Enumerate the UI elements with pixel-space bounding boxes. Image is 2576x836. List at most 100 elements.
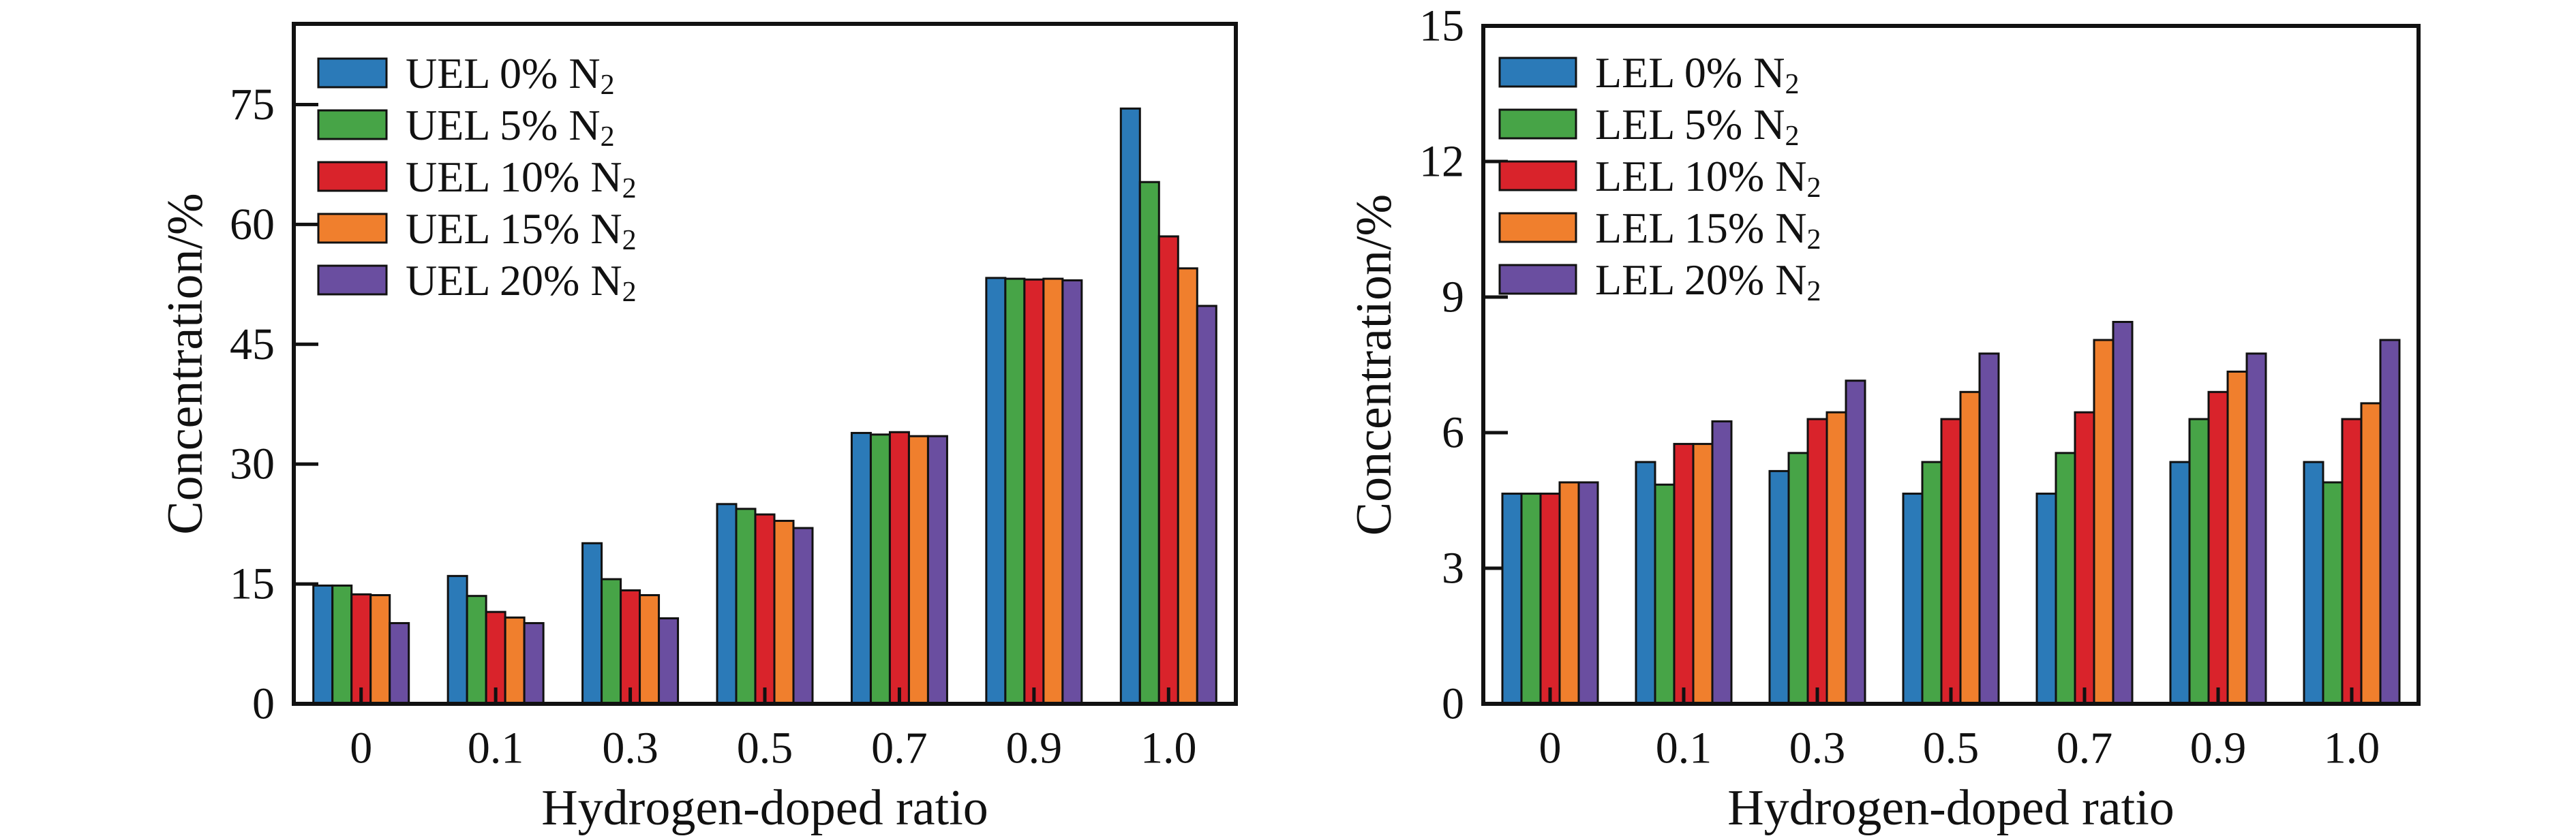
y-axis-title: Concentration/% [1346,194,1402,536]
x-tick-label: 0.7 [871,724,928,773]
x-tick-label: 0 [1539,724,1562,773]
bar-chart-lel-s3-c2 [1825,411,1847,705]
x-tick-label: 0.1 [1656,724,1712,773]
bar-chart-lel-s0-c0 [1501,493,1523,705]
x-tick-label: 0.9 [2190,724,2247,773]
y-tick-label: 9 [1442,273,1464,322]
legend-swatch-1 [1498,108,1577,140]
bar-chart-lel-s1-c0 [1520,493,1542,705]
bar-chart-lel-s4-c4 [2112,320,2134,705]
bar-chart-uel-s2-c4 [888,431,910,705]
legend-swatch-4 [317,264,388,296]
bar-chart-uel-s2-c3 [754,513,776,705]
bar-chart-lel-s1-c4 [2055,452,2076,705]
y-tick-label: 30 [230,439,275,489]
bar-chart-uel-s1-c1 [466,595,487,705]
legend-label-0: LEL 0% N2 [1595,48,1799,101]
bar-chart-lel-s2-c6 [2341,418,2363,705]
bar-chart-uel-s4-c4 [926,435,948,705]
bar-chart-lel-s3-c5 [2226,370,2248,705]
bar-chart-uel-s3-c5 [1042,277,1064,705]
bar-chart-lel-s0-c5 [2169,461,2191,705]
y-tick-label: 60 [230,200,275,249]
bar-chart-lel-s2-c4 [2074,411,2095,705]
legend-swatch-0 [317,57,388,89]
bar-chart-lel-s3-c0 [1558,481,1580,705]
legend-swatch-2 [317,161,388,192]
bar-chart-lel-s0-c1 [1635,461,1656,705]
x-tick-label: 0.1 [468,724,524,773]
x-tick-label: 1.0 [2324,724,2380,773]
plot-frame [1481,24,2421,706]
bar-chart-uel-s4-c6 [1196,305,1217,705]
x-tick-label: 0.9 [1006,724,1063,773]
bar-chart-lel-s0-c6 [2303,461,2324,705]
y-tick-label: 15 [1419,1,1464,51]
bar-chart-uel-s4-c5 [1061,279,1083,705]
bar-chart-lel-s2-c5 [2207,390,2229,705]
bar-chart-lel-s4-c5 [2245,352,2267,705]
bar-chart-lel-s4-c1 [1711,420,1733,705]
legend-swatch-3 [317,213,388,244]
legend-swatch-2 [1498,160,1577,191]
x-axis-title: Hydrogen-doped ratio [1727,780,2175,836]
y-tick-label: 6 [1442,408,1464,458]
bar-chart-uel-s3-c2 [639,594,661,705]
legend-swatch-4 [1498,264,1577,295]
bar-chart-uel-s1-c2 [601,578,622,705]
bar-chart-uel-s4-c3 [792,527,814,705]
bar-chart-lel-s4-c0 [1577,481,1599,705]
bar-chart-lel-s3-c4 [2093,339,2115,705]
bar-chart-uel-s2-c2 [620,589,641,705]
x-tick-label: 0.5 [1923,724,1980,773]
bar-chart-lel-s2-c2 [1806,418,1828,705]
bar-chart-lel-s3-c1 [1692,443,1714,705]
bar-chart-lel-s1-c3 [1921,461,1943,705]
bar-chart-uel-s1-c3 [735,508,757,705]
bar-chart-lel-s0-c4 [2035,493,2057,705]
x-tick-label: 0.5 [737,724,793,773]
bar-chart-uel-s1-c0 [331,584,353,705]
y-tick-label: 12 [1419,137,1464,187]
y-tick-label: 0 [1442,679,1464,729]
bar-chart-uel-s3-c3 [773,519,795,705]
x-tick-label: 0 [350,724,372,773]
bar-chart-lel-s3-c6 [2360,402,2382,705]
bar-chart-uel-s0-c0 [312,584,334,705]
legend-label-3: UEL 15% N2 [406,204,637,257]
bar-chart-lel-s3-c3 [1959,390,1981,705]
bar-chart-uel-s3-c4 [907,435,929,705]
lel-chart: 0 3 6 9 12 15 0 0.1 0.3 0.5 0.7 0.9 1.0 Concentration… [1346,1,2421,836]
y-tick-label: 75 [230,80,275,129]
bar-chart-uel-s2-c6 [1157,235,1179,705]
bar-chart-lel-s1-c2 [1787,452,1809,705]
bar-chart-uel-s1-c6 [1138,181,1160,705]
bar-chart-uel-s4-c2 [658,617,680,705]
x-tick-label: 0.7 [2057,724,2113,773]
bar-chart-uel-s3-c0 [369,594,391,705]
bar-chart-lel-s2-c1 [1673,443,1695,705]
bar-chart-uel-s1-c4 [869,433,891,705]
y-tick-label: 0 [252,679,275,729]
bar-chart-lel-s1-c1 [1654,483,1676,705]
bar-chart-uel-s3-c1 [504,616,526,705]
bar-chart-uel-s0-c1 [446,574,468,705]
bar-chart-lel-s1-c5 [2188,418,2210,705]
legend-swatch-1 [317,109,388,140]
bar-chart-uel-s0-c2 [581,542,603,705]
bar-chart-lel-s0-c3 [1902,493,1924,705]
legend-label-1: UEL 5% N2 [406,101,615,153]
bar-chart-uel-s0-c6 [1119,107,1141,705]
legend-label-2: LEL 10% N2 [1595,152,1821,204]
y-tick-label: 45 [230,320,275,369]
y-tick-label: 3 [1442,544,1464,593]
legend-label-2: UEL 10% N2 [406,153,637,205]
bar-chart-lel-s2-c0 [1539,493,1561,705]
bar-chart-uel-s0-c4 [850,431,872,705]
bar-chart-lel-s2-c3 [1940,418,1962,705]
bar-chart-uel-s1-c5 [1004,277,1026,705]
legend-label-1: LEL 5% N2 [1595,100,1799,153]
y-axis-title: Concentration/% [157,193,213,534]
bar-chart-uel-s4-c0 [389,622,410,705]
